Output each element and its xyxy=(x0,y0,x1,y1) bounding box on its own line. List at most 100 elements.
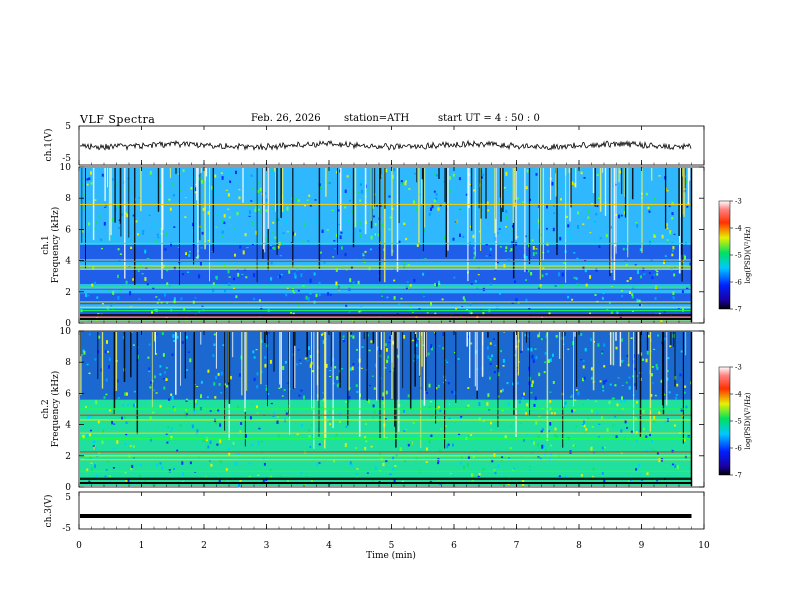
spec2-speckle xyxy=(540,430,543,433)
spec2-speckle xyxy=(335,433,338,437)
spec1-speckle xyxy=(683,254,686,257)
spec2-speckle xyxy=(514,354,517,357)
spec1-speckle xyxy=(233,287,236,290)
spec1-speckle xyxy=(318,293,321,297)
spec1-speckle xyxy=(459,207,462,210)
spec1-speckle xyxy=(226,172,229,176)
spec1-speckle xyxy=(117,274,119,278)
spec1-speckle xyxy=(238,189,241,191)
spec1-speckle xyxy=(583,177,586,179)
spec2-speckle xyxy=(557,475,560,479)
spec2-speckle xyxy=(582,403,585,406)
spec1-speckle xyxy=(433,190,436,193)
spec2-speckle xyxy=(101,440,104,444)
spec2-speckle xyxy=(176,335,179,339)
spec1-speckle xyxy=(168,198,171,201)
spec2-speckle xyxy=(634,367,637,371)
spec2-speckle xyxy=(300,389,303,392)
spec1-speckle xyxy=(209,178,212,182)
spec1-speckle xyxy=(188,254,191,257)
spec1-speckle xyxy=(496,232,499,234)
ch2-spectrogram-panel: 0 2 4 6 8 10 ch.2 Frequency (kHz) -3 -4 -5 -6 -7 … xyxy=(41,327,752,493)
spec2-speckle xyxy=(182,480,185,483)
spec1-speckle xyxy=(309,204,312,207)
spec1-speckle xyxy=(194,297,197,299)
spec2-speckle xyxy=(451,474,454,476)
spec1-speckle xyxy=(473,251,476,255)
spec1-speckle xyxy=(528,307,531,311)
spec2-speckle xyxy=(500,390,503,393)
spec1-speckle xyxy=(637,270,639,275)
spec1-speckle xyxy=(164,248,167,251)
spec1-speckle xyxy=(158,298,161,301)
spec2-speckle xyxy=(438,345,441,347)
spec2-speckle xyxy=(489,342,492,345)
spec2-speckle xyxy=(105,378,108,382)
spec1-speckle xyxy=(639,248,642,252)
spec1-speckle xyxy=(126,182,129,185)
spec1-speckle xyxy=(378,316,381,319)
spec2-speckle xyxy=(603,365,606,368)
spec2-speckle xyxy=(276,420,279,424)
spec2-speckle xyxy=(638,463,641,468)
spec1-speckle xyxy=(96,220,98,225)
spec1-speckle xyxy=(507,258,510,261)
spec1-speckle xyxy=(137,233,139,236)
spec1-speckle xyxy=(137,269,140,273)
spec1-speckle xyxy=(272,171,275,174)
spec1-speckle xyxy=(650,206,653,209)
spec2-speckle xyxy=(329,423,332,426)
spec1-speckle xyxy=(434,283,437,287)
spec2-speckle xyxy=(552,381,555,384)
spec1-speckle xyxy=(596,204,599,208)
spec1-speckle xyxy=(152,286,155,290)
spec2-speckle xyxy=(575,425,578,428)
spec2-speckle xyxy=(683,391,686,394)
spec1-speckle xyxy=(660,318,663,323)
spec2-speckle xyxy=(264,363,267,368)
spec2-speckle xyxy=(626,354,629,357)
spec2-speckle xyxy=(646,350,649,355)
spec1-speckle xyxy=(146,258,149,260)
spec1-speckle xyxy=(671,212,674,216)
spec2-speckle xyxy=(263,462,266,466)
spec1-speckle xyxy=(338,223,341,226)
spec2-speckle xyxy=(590,376,593,380)
spec2-speckle xyxy=(422,344,425,346)
spec2-speckle xyxy=(574,444,576,448)
spec2-speckle xyxy=(523,438,526,442)
spec2-speckle xyxy=(252,350,255,354)
ch2-colorbar-tick-label: -6 xyxy=(735,445,742,453)
spec2-speckle xyxy=(213,382,216,386)
spec2-speckle xyxy=(611,397,614,400)
spec2-speckle xyxy=(152,411,155,414)
spec1-speckle xyxy=(473,246,475,250)
spec1-speckle xyxy=(286,287,289,290)
spec1-speckle xyxy=(94,227,97,230)
spec1-speckle xyxy=(112,307,114,310)
spec1-speckle xyxy=(635,222,638,224)
spec2-speckle xyxy=(639,480,642,483)
spec1-speckle xyxy=(221,235,224,238)
spec2-speckle xyxy=(544,453,546,457)
spec2-speckle xyxy=(168,469,171,473)
spec2-speckle xyxy=(515,410,518,413)
spec1-speckle xyxy=(649,240,651,245)
spec1-speckle xyxy=(453,276,456,279)
spec2-speckle xyxy=(635,468,638,471)
spec2-speckle xyxy=(415,457,418,461)
spec1-speckle xyxy=(266,237,269,241)
ch3-waveform-panel: 5 -5 ch.3(V) xyxy=(43,491,705,534)
spec1-speckle xyxy=(478,169,481,172)
spec2-speckle xyxy=(269,359,272,364)
spec1-speckle xyxy=(225,189,228,191)
spec1-speckle xyxy=(297,289,300,292)
spec2-speckle xyxy=(234,461,237,466)
spec2-speckle xyxy=(486,402,489,406)
spec2-speckle xyxy=(156,463,158,467)
spec2-speckle xyxy=(430,344,433,349)
spec1-speckle xyxy=(516,197,519,200)
spec2-speckle xyxy=(256,405,258,409)
spec1-speckle xyxy=(648,210,651,213)
ch2-colorbar: -3 -4 -5 -6 -7 log(PSD)(V²/Hz) xyxy=(718,364,752,480)
